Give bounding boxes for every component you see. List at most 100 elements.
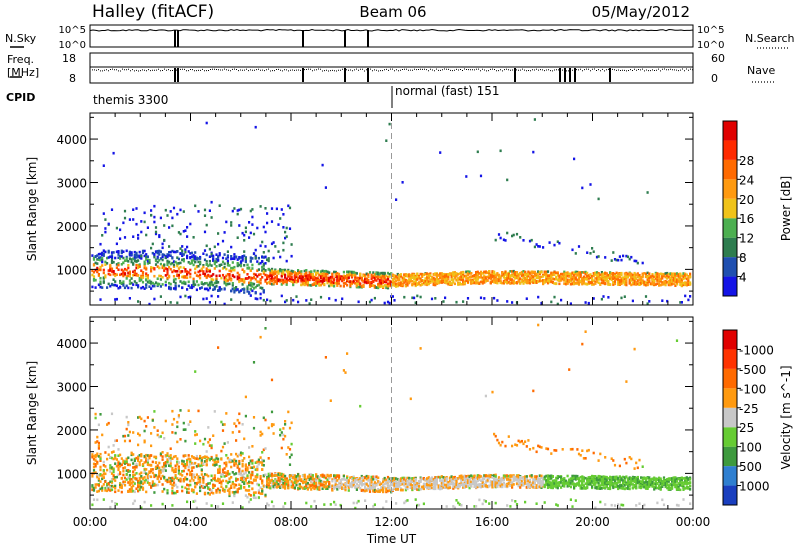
- velocity-panel-cell: [324, 481, 327, 484]
- power-panel-cell: [203, 214, 207, 217]
- velocity-panel-cell: [177, 479, 180, 482]
- power-panel-cell: [352, 270, 355, 274]
- power-panel-cell: [432, 281, 435, 284]
- velocity-panel-cell: [158, 461, 161, 465]
- power-panel-cell: [238, 224, 241, 227]
- power-panel-cell: [132, 257, 135, 261]
- velocity-panel-cell: [119, 485, 122, 489]
- power-panel-cell: [208, 282, 211, 285]
- power-panel-cell: [577, 271, 581, 274]
- power-panel-cell: [192, 282, 195, 286]
- power-panel-cell: [186, 235, 189, 238]
- velocity-panel-cell: [213, 458, 216, 462]
- velocity-panel-cell: [248, 480, 251, 484]
- velocity-panel-cell: [270, 410, 274, 414]
- power-panel-cell: [96, 258, 99, 261]
- power-panel-cell: [421, 275, 424, 278]
- velocity-panel-cell: [318, 476, 321, 479]
- power-panel-cell: [584, 272, 587, 276]
- velocity-panel-cell: [182, 469, 185, 473]
- power-panel-cell: [380, 276, 383, 279]
- velocity-panel-cell: [210, 491, 213, 494]
- power-panel-cell: [280, 294, 283, 298]
- velocity-panel-cell: [239, 486, 243, 490]
- power-panel-cell: [119, 281, 122, 285]
- velocity-panel-cell: [285, 482, 288, 486]
- power-panel-cell: [132, 218, 135, 221]
- velocity-panel-cell: [150, 475, 153, 479]
- velocity-panel-cell: [138, 487, 141, 490]
- power-panel-cell: [238, 256, 241, 259]
- power-panel-cell: [313, 276, 316, 280]
- power-panel-cell: [594, 273, 597, 276]
- power-panel-cell: [399, 282, 403, 286]
- velocity-panel-cell: [146, 481, 149, 484]
- velocity-panel-cell: [347, 479, 350, 482]
- velocity-panel-cell: [269, 486, 272, 490]
- velocity-panel-cell: [148, 483, 151, 486]
- power-panel-cell: [194, 260, 197, 264]
- power-panel-cell: [161, 266, 164, 270]
- power-panel-cell: [256, 226, 259, 230]
- velocity-panel-cell: [171, 423, 174, 426]
- power-panel-cell: [435, 282, 438, 285]
- power-panel-cell: [635, 277, 638, 281]
- power-panel-cell: [486, 279, 489, 282]
- power-panel-cell: [176, 250, 179, 253]
- velocity-panel-cell: [202, 477, 205, 481]
- power-panel-cell: [202, 252, 205, 255]
- power-panel-cell: [524, 278, 527, 282]
- power-panel-cell: [254, 273, 257, 276]
- velocity-panel-cell: [130, 451, 133, 455]
- power-panel-cell: [168, 261, 171, 264]
- power-panel-cell: [594, 280, 597, 283]
- power-panel-cell: [99, 298, 102, 301]
- velocity-panel-cell: [230, 453, 233, 456]
- power-panel-cell: [493, 280, 496, 284]
- velocity-panel-cell: [238, 483, 241, 486]
- power-panel-cell: [104, 218, 107, 221]
- velocity-panel-cell: [107, 482, 110, 486]
- power-panel-cell: [311, 276, 314, 279]
- power-panel-cell: [654, 275, 657, 279]
- power-panel-cell: [414, 279, 417, 282]
- power-panel-cell: [638, 276, 641, 279]
- velocity-panel-cell: [226, 481, 229, 485]
- velocity-panel-cell: [267, 426, 270, 430]
- velocity-panel-cell: [241, 463, 244, 466]
- power-panel-cell: [648, 272, 651, 275]
- power-panel-cell: [672, 274, 675, 277]
- velocity-panel-cell: [163, 467, 166, 470]
- power-panel-cell: [368, 281, 372, 284]
- velocity-panel-cell: [133, 482, 136, 485]
- power-panel-cell: [413, 280, 416, 284]
- power-panel-cell: [631, 275, 634, 278]
- power-panel-cell: [502, 276, 505, 279]
- velocity-panel-cell: [352, 479, 355, 482]
- velocity-panel-cell: [166, 480, 169, 484]
- velocity-panel-cell: [267, 478, 270, 482]
- power-panel-cell: [215, 281, 218, 285]
- power-panel-cell: [448, 273, 452, 276]
- velocity-panel-cell: [164, 454, 167, 457]
- power-panel-cell: [373, 286, 376, 289]
- power-panel-cell: [143, 249, 146, 253]
- velocity-panel-cell: [127, 481, 130, 484]
- power-panel-cell: [246, 285, 249, 288]
- velocity-panel-cell: [97, 477, 100, 481]
- power-panel-cell: [661, 274, 664, 278]
- velocity-panel-cell: [231, 431, 234, 434]
- power-panel-cell: [476, 270, 479, 274]
- velocity-panel-cell: [365, 474, 368, 478]
- power-panel-cell: [349, 284, 352, 288]
- power-panel-cell: [571, 248, 574, 252]
- power-panel-cell: [249, 278, 252, 282]
- power-panel-cell: [99, 280, 102, 284]
- velocity-panel-cell: [321, 484, 324, 487]
- power-panel-cell: [99, 285, 102, 289]
- power-panel-cell: [357, 280, 360, 283]
- velocity-panel-cell: [109, 480, 112, 484]
- velocity-panel-cell: [94, 463, 97, 466]
- power-panel-cell: [476, 273, 479, 277]
- power-panel-cell: [625, 273, 628, 276]
